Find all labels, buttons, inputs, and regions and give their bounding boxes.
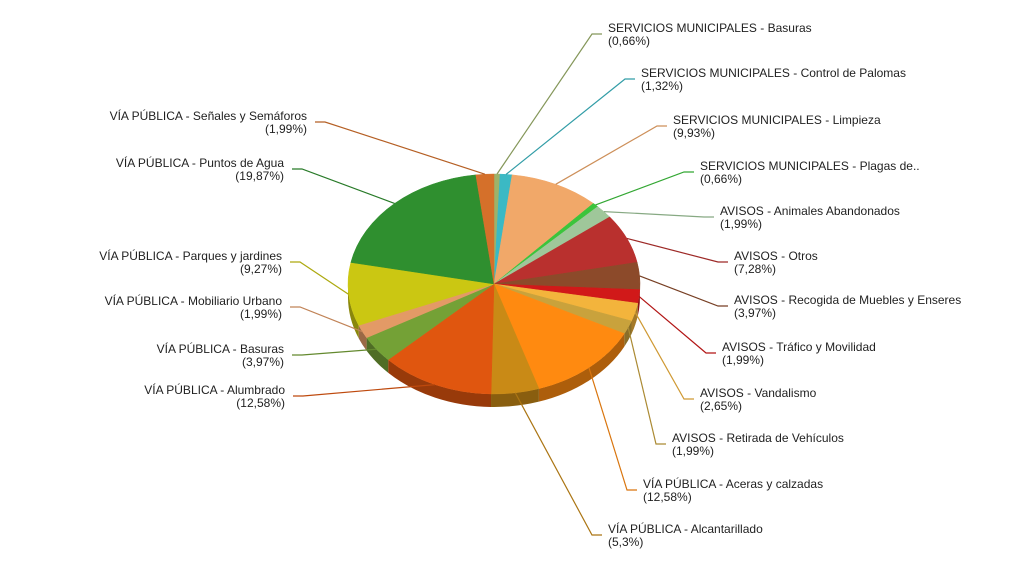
slice-label: SERVICIOS MUNICIPALES - Control de Palom… [641, 66, 906, 80]
pie-slice [387, 283, 495, 395]
pie-slice-depth [388, 359, 492, 407]
slice-label: AVISOS - Retirada de Vehículos [672, 431, 844, 445]
leader-line [514, 392, 602, 536]
leader-line [315, 121, 486, 175]
slice-value-label: (2,65%) [700, 399, 742, 413]
pie-slice [347, 262, 495, 326]
leader-line [496, 33, 602, 175]
slice-value-label: (1,99%) [720, 217, 762, 231]
slice-label: AVISOS - Animales Abandonados [720, 204, 900, 218]
slice-value-label: (1,99%) [722, 353, 764, 367]
pie-slice-depth [624, 320, 632, 347]
pie-slice-depth [631, 303, 638, 334]
slice-label: SERVICIOS MUNICIPALES - Plagas de.. [700, 159, 920, 173]
slice-value-label: (3,97%) [734, 306, 776, 320]
slice-label: AVISOS - Tráfico y Movilidad [722, 340, 876, 354]
leader-line [603, 211, 714, 218]
pie-slice-depth [491, 388, 539, 407]
slice-label: VÍA PÚBLICA - Señales y Semáforos [110, 108, 307, 123]
slice-label: VÍA PÚBLICA - Parques y jardines [99, 248, 282, 263]
leader-line [505, 78, 635, 175]
slice-value-label: (9,27%) [240, 262, 282, 276]
slice-value-label: (1,99%) [265, 122, 307, 136]
slice-value-label: (7,28%) [734, 262, 776, 276]
leader-line [595, 171, 694, 206]
pie-slice [475, 173, 495, 285]
slice-value-label: (0,66%) [608, 34, 650, 48]
leader-line [555, 125, 667, 185]
pie-slice [493, 283, 625, 389]
slice-labels: SERVICIOS MUNICIPALES - Basuras(0,66%)SE… [99, 21, 961, 549]
slice-label: VÍA PÚBLICA - Puntos de Agua [116, 155, 284, 170]
slice-label: AVISOS - Recogida de Muebles y Enseres [734, 293, 961, 307]
slice-value-label: (12,58%) [643, 490, 692, 504]
slice-value-label: (3,97%) [242, 355, 284, 369]
leader-line [588, 367, 637, 491]
slice-label: VÍA PÚBLICA - Mobiliario Urbano [105, 293, 283, 308]
slice-value-label: (12,58%) [236, 396, 285, 410]
leader-lines [290, 33, 728, 536]
slice-label: SERVICIOS MUNICIPALES - Limpieza [673, 113, 881, 127]
slice-label: VÍA PÚBLICA - Basuras [157, 341, 284, 356]
leader-line [290, 261, 349, 295]
slice-label: SERVICIOS MUNICIPALES - Basuras [608, 21, 812, 35]
pie-slice-depth [538, 333, 625, 402]
slice-value-label: (1,99%) [240, 307, 282, 321]
slice-label: VÍA PÚBLICA - Aceras y calzadas [643, 476, 823, 491]
pie-slice-depth [348, 284, 359, 339]
leader-line [292, 168, 395, 205]
slice-value-label: (1,32%) [641, 79, 683, 93]
slice-label: VÍA PÚBLICA - Alcantarillado [608, 521, 763, 536]
leader-line [292, 348, 377, 356]
pie-depth [348, 284, 640, 407]
leader-line [290, 306, 363, 333]
leader-line [627, 327, 666, 445]
leader-line [634, 311, 694, 400]
slice-value-label: (9,93%) [673, 126, 715, 140]
slice-value-label: (0,66%) [700, 172, 742, 186]
pie-top [347, 173, 641, 395]
pie-slice [493, 174, 594, 285]
slice-value-label: (1,99%) [672, 444, 714, 458]
slice-value-label: (5,3%) [608, 535, 643, 549]
pie-slice-depth [358, 325, 367, 351]
leader-line [626, 237, 728, 263]
leader-line [293, 384, 436, 397]
slice-label: VÍA PÚBLICA - Alumbrado [144, 382, 285, 397]
leader-line [639, 275, 728, 307]
slice-value-label: (19,87%) [235, 169, 284, 183]
slice-label: AVISOS - Otros [734, 249, 818, 263]
pie-slice [350, 174, 495, 285]
pie-slice-depth [366, 337, 389, 373]
slice-label: AVISOS - Vandalismo [700, 386, 817, 400]
leader-line [638, 296, 716, 354]
